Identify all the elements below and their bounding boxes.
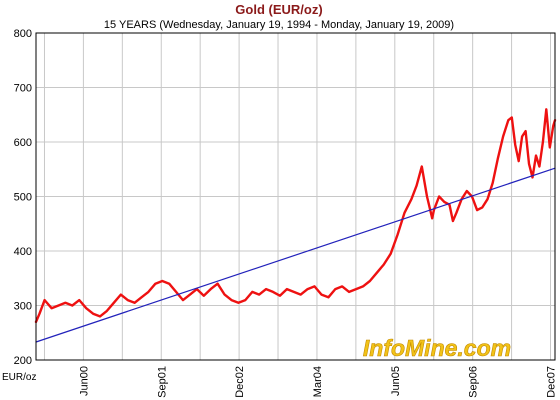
chart-subtitle: 15 YEARS (Wednesday, January 19, 1994 - … [104,19,454,31]
x-tick-label: Mar04 [312,366,324,397]
x-tick-label: Dec07 [546,366,558,398]
y-tick-label: 200 [14,355,32,367]
y-tick-label: 700 [14,83,32,95]
chart-title: Gold (EUR/oz) [235,2,322,17]
y-tick-label: 300 [14,301,32,313]
series-layer [34,108,557,343]
y-tick-label: 400 [14,246,32,258]
x-tick-label: Sep06 [468,366,480,398]
axis-layer: 200 300 400 500 600 700 800 Jun00 Sep01 Dec02 Mar0… [14,28,558,398]
y-tick-label: 800 [14,28,32,40]
infomine-watermark-logo: InfoMine.com [363,335,511,361]
trend-line [35,167,556,343]
x-tick-label: Sep01 [156,366,168,398]
plot-frame [35,32,556,361]
y-tick-label: 600 [14,137,32,149]
x-tick-label: Jun05 [390,366,402,396]
x-tick-label: Dec02 [234,366,246,398]
y-tick-label: 500 [14,192,32,204]
grid-layer [36,32,555,361]
gold-price-series-line [34,108,557,324]
x-tick-label: Jun00 [78,366,90,396]
y-axis-unit-label: EUR/oz [2,372,36,383]
